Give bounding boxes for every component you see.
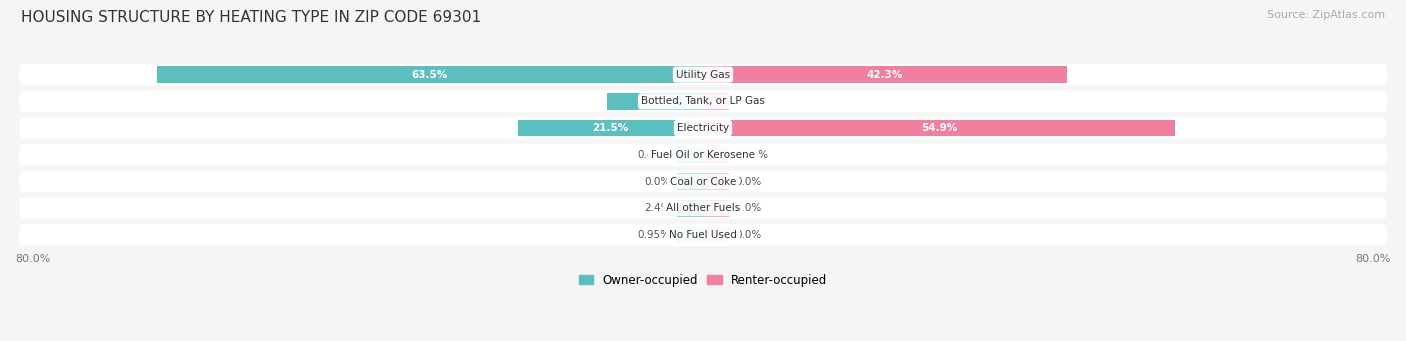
Bar (517, 120, 703, 136)
Text: Electricity: Electricity (676, 123, 730, 133)
Text: 0.0%: 0.0% (735, 230, 762, 240)
Text: 0.95%: 0.95% (637, 230, 671, 240)
Bar (678, 147, 703, 163)
Bar (703, 200, 728, 217)
Text: HOUSING STRUCTURE BY HEATING TYPE IN ZIP CODE 69301: HOUSING STRUCTURE BY HEATING TYPE IN ZIP… (21, 10, 481, 25)
FancyBboxPatch shape (20, 197, 1386, 219)
Bar (606, 93, 703, 110)
Text: 54.9%: 54.9% (921, 123, 957, 133)
Text: Fuel Oil or Kerosene: Fuel Oil or Kerosene (651, 150, 755, 160)
Text: Utility Gas: Utility Gas (676, 70, 730, 80)
Bar (678, 173, 703, 190)
Text: All other Fuels: All other Fuels (666, 203, 740, 213)
Bar (703, 173, 728, 190)
FancyBboxPatch shape (20, 90, 1386, 112)
Bar (703, 120, 1175, 136)
FancyBboxPatch shape (20, 117, 1386, 139)
Text: Source: ZipAtlas.com: Source: ZipAtlas.com (1267, 10, 1385, 20)
FancyBboxPatch shape (20, 144, 1386, 166)
Text: 80.0%: 80.0% (15, 254, 51, 264)
Text: 80.0%: 80.0% (1355, 254, 1391, 264)
Text: 0.0%: 0.0% (735, 203, 762, 213)
Text: No Fuel Used: No Fuel Used (669, 230, 737, 240)
FancyBboxPatch shape (20, 224, 1386, 246)
FancyBboxPatch shape (20, 170, 1386, 192)
Bar (703, 227, 728, 243)
Bar (703, 93, 728, 110)
Text: 0.79%: 0.79% (735, 150, 769, 160)
Text: Bottled, Tank, or LP Gas: Bottled, Tank, or LP Gas (641, 97, 765, 106)
Text: 11.2%: 11.2% (637, 97, 673, 106)
Bar (703, 66, 1067, 83)
Bar (678, 227, 703, 243)
Text: 21.5%: 21.5% (592, 123, 628, 133)
Text: Coal or Coke: Coal or Coke (669, 177, 737, 187)
Bar (703, 147, 728, 163)
Bar (157, 66, 703, 83)
Legend: Owner-occupied, Renter-occupied: Owner-occupied, Renter-occupied (574, 269, 832, 291)
Text: 42.3%: 42.3% (866, 70, 903, 80)
FancyBboxPatch shape (20, 64, 1386, 86)
Text: 0.44%: 0.44% (637, 150, 671, 160)
Text: 0.0%: 0.0% (735, 177, 762, 187)
Text: 2.4%: 2.4% (644, 203, 671, 213)
Text: 0.0%: 0.0% (644, 177, 671, 187)
Text: 2.0%: 2.0% (735, 97, 762, 106)
Text: 63.5%: 63.5% (412, 70, 449, 80)
Bar (678, 200, 703, 217)
